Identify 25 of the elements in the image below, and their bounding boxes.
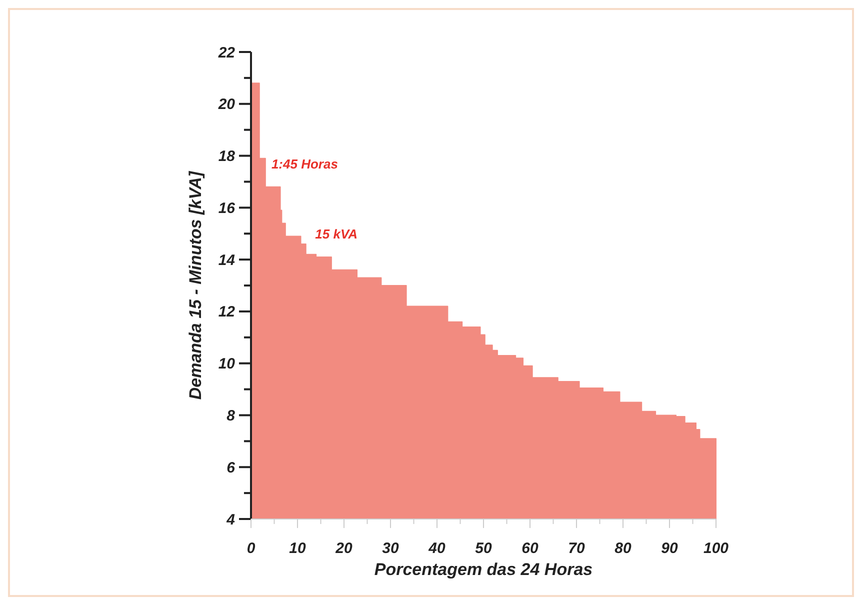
x-axis-title: Porcentagem das 24 Horas (374, 560, 593, 579)
y-tick-label: 16 (218, 200, 236, 217)
x-tick-label: 0 (246, 540, 256, 557)
y-tick-label: 22 (217, 44, 236, 62)
y-tick-label: 4 (226, 511, 236, 528)
x-tick-label: 30 (382, 540, 400, 557)
y-tick-label: 10 (218, 356, 236, 373)
y-tick-label: 12 (218, 304, 236, 321)
annotation: 1:45 Horas (271, 156, 338, 172)
x-tick-label: 100 (703, 540, 730, 557)
y-tick-label: 8 (226, 407, 236, 424)
x-tick-label: 80 (614, 540, 632, 557)
x-tick-label: 50 (475, 540, 492, 557)
y-tick-label: 18 (218, 148, 236, 166)
x-tick-label: 90 (661, 540, 678, 557)
x-tick-label: 10 (289, 540, 306, 557)
y-axis-title: Demanda 15 - Minutos [kVA] (186, 170, 205, 400)
x-tick-label: 20 (334, 540, 353, 557)
x-tick-label: 40 (428, 540, 446, 557)
y-tick-label: 14 (218, 252, 236, 269)
x-tick-label: 60 (522, 540, 539, 557)
y-tick-label: 6 (226, 459, 236, 476)
y-tick-label: 20 (217, 96, 236, 114)
x-tick-label: 70 (568, 540, 586, 557)
annotation: 15 kVA (315, 226, 358, 242)
